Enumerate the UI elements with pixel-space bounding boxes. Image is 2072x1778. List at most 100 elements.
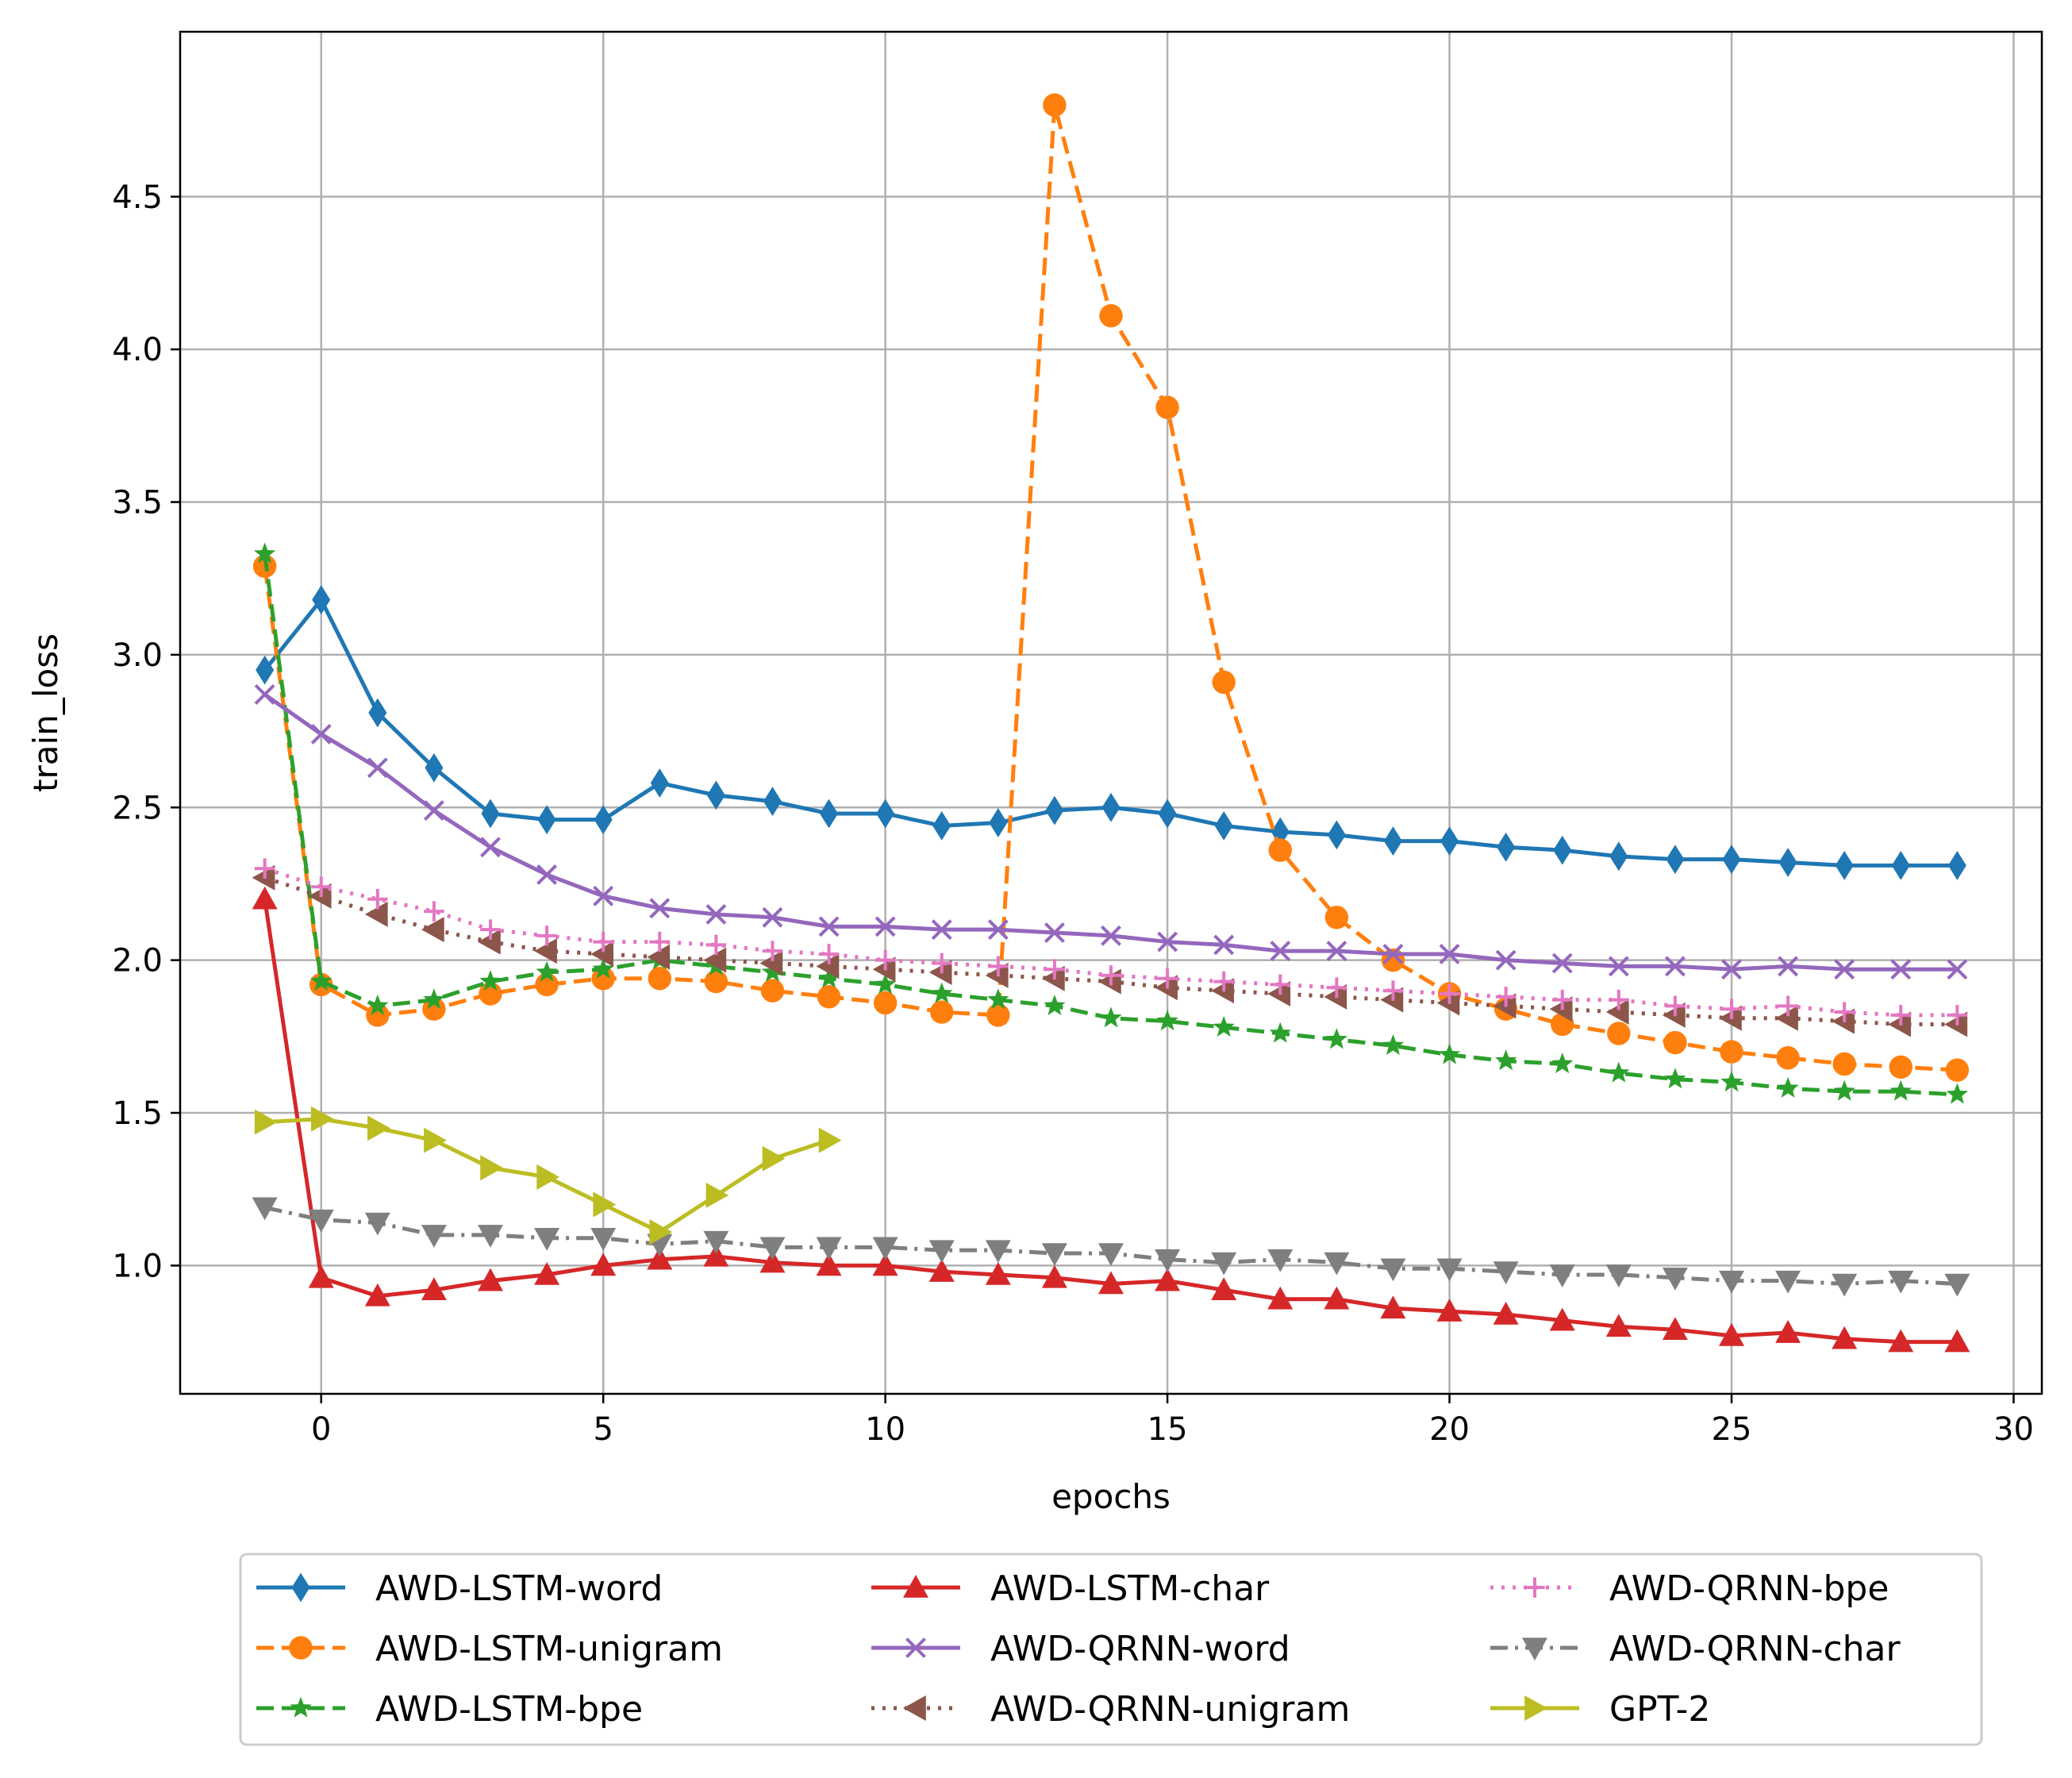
data-point <box>1776 1046 1800 1070</box>
data-point <box>1493 1261 1519 1285</box>
data-point <box>478 929 501 955</box>
data-point <box>256 655 275 685</box>
data-point <box>649 931 671 952</box>
data-point <box>310 723 332 745</box>
data-point <box>1495 987 1517 1007</box>
data-point <box>536 1164 560 1190</box>
data-point <box>367 994 389 1016</box>
data-point <box>873 991 898 1015</box>
data-point <box>1045 795 1064 826</box>
data-point <box>1494 1049 1517 1071</box>
data-point <box>536 960 558 982</box>
data-point <box>988 956 1009 977</box>
data-point <box>1551 1053 1574 1074</box>
data-point <box>704 969 728 994</box>
data-point <box>1721 999 1742 1020</box>
data-point <box>1945 1058 1970 1082</box>
data-point <box>1775 1320 1801 1343</box>
data-point <box>703 1243 729 1267</box>
data-point <box>291 1572 310 1603</box>
data-point <box>1662 1317 1688 1341</box>
data-point <box>875 916 896 937</box>
data-point <box>308 1264 334 1288</box>
data-point <box>1101 925 1121 946</box>
data-point <box>1267 1286 1294 1310</box>
data-point <box>536 926 557 946</box>
x-tick-label: 10 <box>865 1411 905 1448</box>
data-point <box>367 888 388 910</box>
data-point <box>1439 983 1460 1004</box>
data-point <box>1608 956 1629 977</box>
data-point <box>1524 1695 1547 1721</box>
data-point <box>1775 1270 1801 1294</box>
axis-ticks: 0 5 10 15 20 25 30 1.0 1.5 2.0 2.5 3.0 3.5 4.0 4.5 <box>112 179 2034 1448</box>
x-axis-label: epochs <box>1051 1477 1171 1516</box>
data-point <box>1944 1329 1970 1353</box>
data-point <box>1605 1314 1632 1337</box>
legend-item: AWD-QRNN-unigram <box>871 1689 1350 1730</box>
data-point <box>1664 956 1686 977</box>
data-point <box>480 837 501 858</box>
legend-item: AWD-QRNN-char <box>1490 1629 1901 1669</box>
data-point <box>705 904 727 925</box>
plot-frame <box>179 30 2043 1395</box>
data-point <box>1549 1307 1575 1331</box>
data-point <box>1497 832 1516 862</box>
data-point <box>1719 1270 1744 1294</box>
data-point <box>1832 1326 1858 1349</box>
data-point <box>928 1240 955 1264</box>
legend-item: AWD-LSTM-word <box>256 1568 663 1609</box>
data-point <box>1890 959 1912 980</box>
data-point <box>478 1225 503 1248</box>
y-tick-label: 1.5 <box>112 1095 163 1132</box>
data-point <box>1155 1249 1181 1272</box>
data-point <box>763 787 782 816</box>
data-point <box>1609 989 1629 1010</box>
data-point <box>817 967 840 988</box>
data-point <box>985 1261 1011 1285</box>
data-point <box>312 585 331 615</box>
data-point <box>367 1115 390 1141</box>
data-point <box>364 1283 390 1307</box>
data-point <box>705 934 727 956</box>
data-point <box>1267 1249 1294 1272</box>
data-point <box>478 1268 503 1291</box>
data-point <box>705 1182 729 1208</box>
data-point <box>985 1240 1011 1264</box>
data-point <box>308 1209 334 1233</box>
legend-label: AWD-QRNN-unigram <box>990 1689 1350 1730</box>
y-tick-label: 2.5 <box>112 790 163 826</box>
data-point <box>534 1261 560 1285</box>
data-point <box>422 997 446 1021</box>
data-point <box>875 949 896 971</box>
data-point <box>762 941 783 961</box>
data-point <box>1041 1264 1067 1288</box>
data-point <box>1891 850 1910 880</box>
data-point <box>816 1237 842 1260</box>
y-tick-label: 4.5 <box>112 179 163 216</box>
data-point <box>905 1638 926 1658</box>
data-point <box>1214 810 1233 841</box>
data-point <box>1947 850 1966 880</box>
data-point <box>1889 1080 1912 1101</box>
data-point <box>1608 1061 1630 1083</box>
data-point <box>364 1212 390 1236</box>
data-point <box>820 799 839 829</box>
series-awd-lstm-unigram <box>252 93 1970 1082</box>
legend-label: GPT-2 <box>1609 1689 1710 1730</box>
data-point <box>703 947 727 973</box>
data-point <box>593 1191 617 1218</box>
data-point <box>1605 999 1629 1026</box>
series-awd-lstm-word <box>256 585 1966 880</box>
data-point <box>423 988 445 1010</box>
data-point <box>1213 934 1235 956</box>
data-point <box>759 950 783 976</box>
data-point <box>1157 968 1178 989</box>
data-point <box>480 919 501 940</box>
legend-item: AWD-LSTM-unigram <box>256 1629 723 1669</box>
data-point <box>1719 1322 1744 1346</box>
data-point <box>1213 971 1234 992</box>
data-point <box>1383 826 1402 856</box>
data-point <box>1324 1286 1350 1310</box>
data-point <box>1157 931 1178 952</box>
